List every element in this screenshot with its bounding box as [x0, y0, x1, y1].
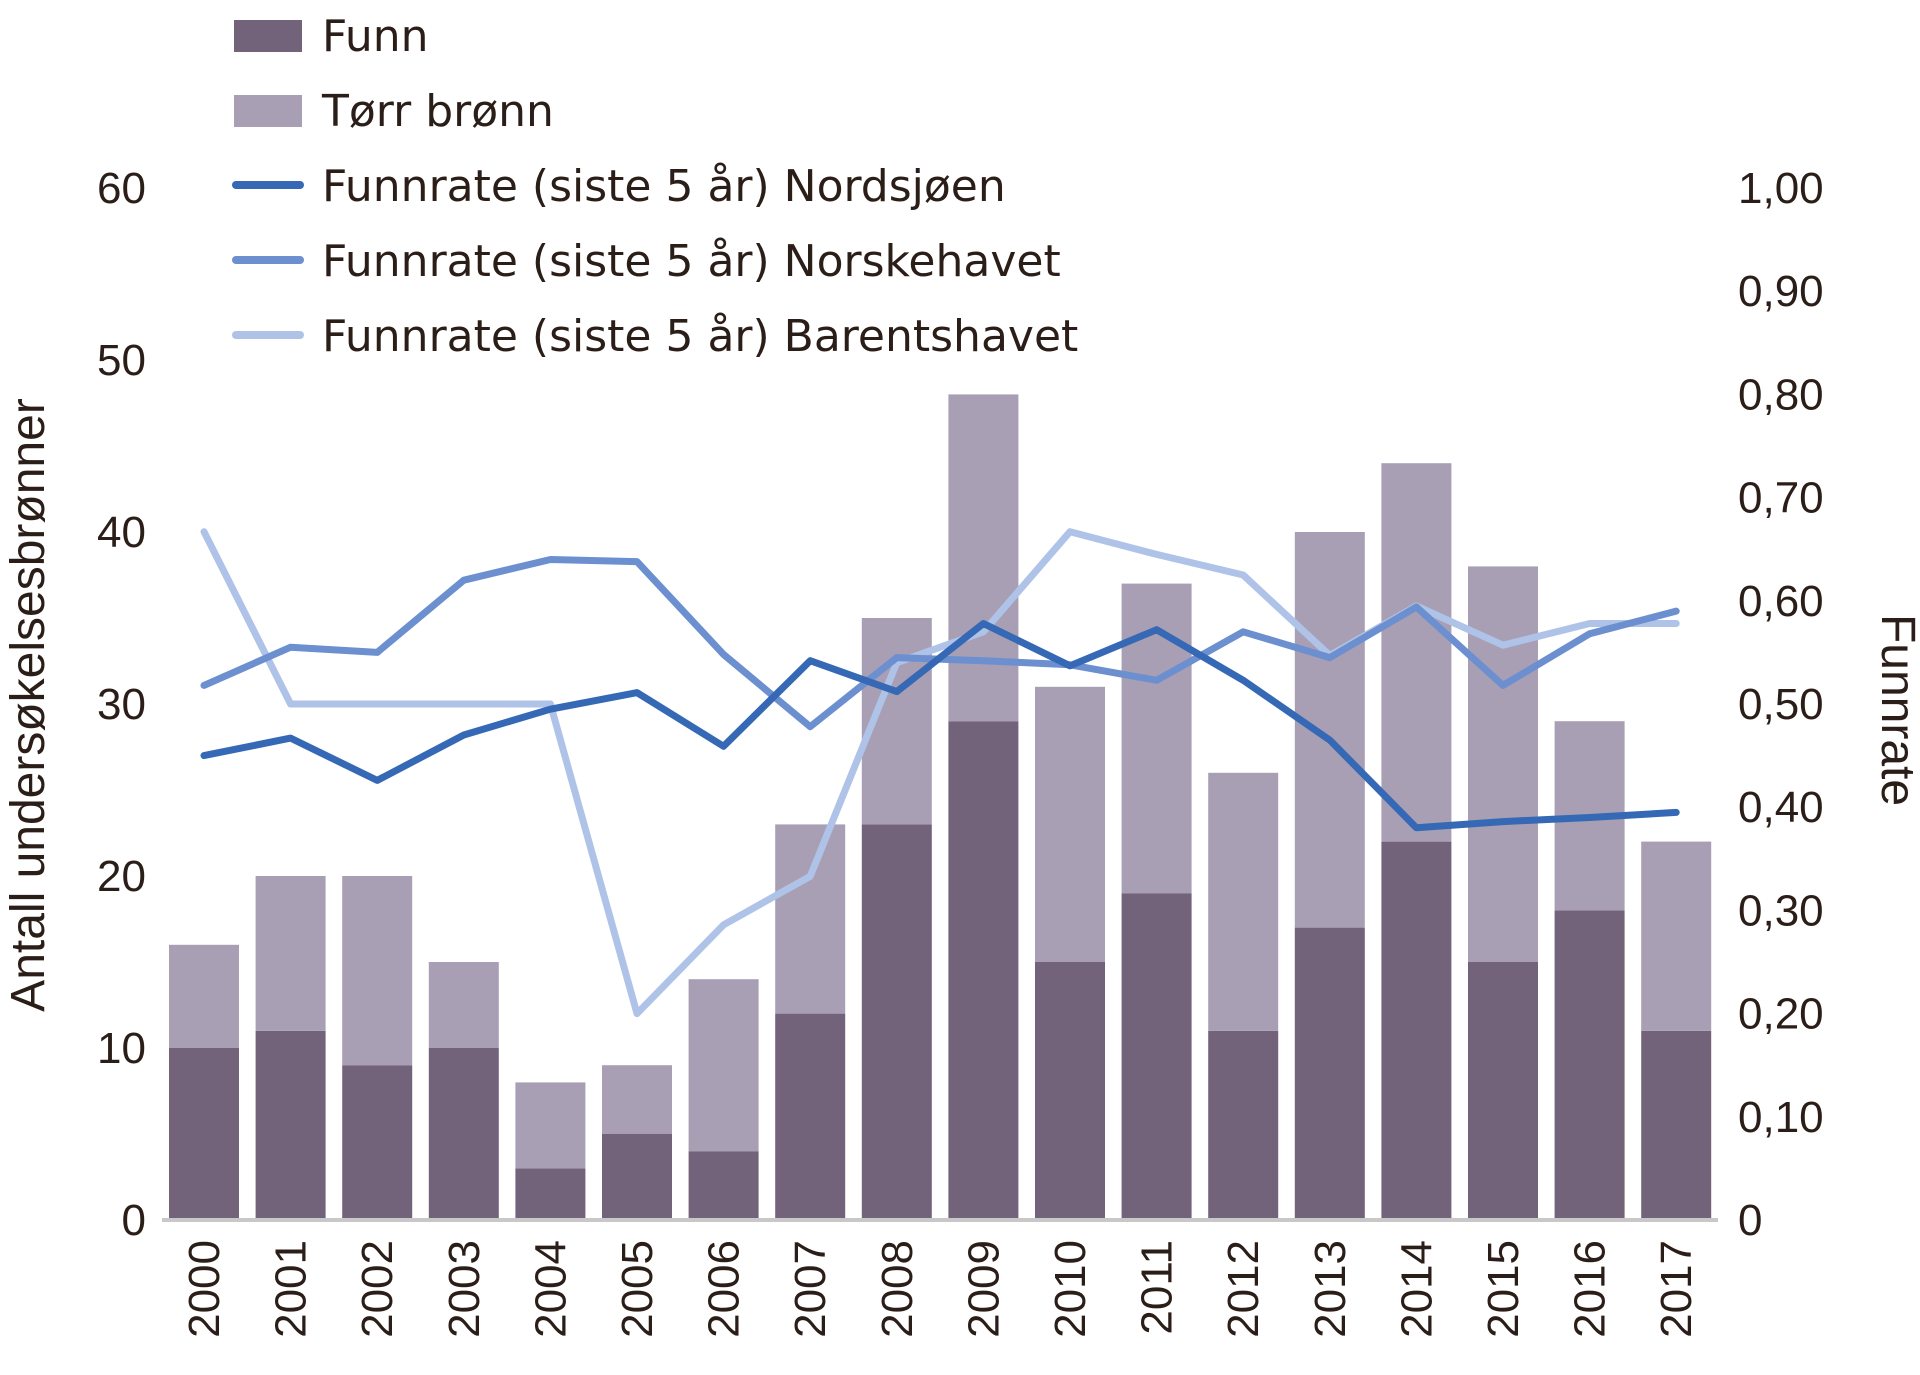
bar-funn-2014 [1381, 841, 1452, 1220]
right-tick-label: 1,00 [1738, 164, 1824, 213]
bar-funn-2000 [169, 1048, 239, 1220]
bar-torr-bronn-2005 [602, 1065, 672, 1134]
bar-torr-bronn-2006 [688, 979, 759, 1152]
right-tick-label: 0,70 [1738, 474, 1824, 523]
right-axis-title: Funnrate [1871, 614, 1920, 806]
bar-funn-2005 [602, 1134, 672, 1220]
x-tick-label: 2016 [1566, 1240, 1615, 1338]
legend-label-torr-bronn: Tørr brønn [321, 86, 554, 137]
x-tick-label: 2015 [1479, 1240, 1528, 1338]
x-tick-label: 2011 [1133, 1240, 1182, 1335]
bar-torr-bronn-2009 [948, 394, 1019, 722]
bar-funn-2016 [1554, 910, 1625, 1220]
x-tick-label: 2001 [267, 1240, 316, 1338]
left-tick-label: 50 [97, 336, 146, 385]
right-tick-label: 0,40 [1738, 783, 1824, 832]
bar-torr-bronn-2000 [169, 944, 239, 1048]
bar-funn-2006 [688, 1151, 759, 1220]
bar-funn-2011 [1121, 893, 1192, 1220]
bar-torr-bronn-2011 [1121, 583, 1192, 894]
bar-funn-2013 [1294, 927, 1365, 1220]
left-tick-label: 30 [97, 680, 146, 729]
x-tick-label: 2012 [1219, 1240, 1268, 1338]
left-tick-label: 60 [97, 164, 146, 213]
right-tick-label: 0,20 [1738, 990, 1824, 1039]
bar-torr-bronn-2012 [1208, 772, 1279, 1031]
bar-torr-bronn-2010 [1035, 686, 1105, 962]
right-tick-label: 0,30 [1738, 886, 1824, 935]
x-tick-label: 2010 [1046, 1240, 1095, 1338]
right-tick-label: 0,90 [1738, 267, 1824, 316]
line-barentshavet [200, 528, 1680, 1018]
right-tick-label: 0,80 [1738, 370, 1824, 419]
legend-label-norskehavet: Funnrate (siste 5 år) Norskehavet [322, 236, 1061, 287]
x-tick-label: 2007 [786, 1240, 835, 1338]
x-tick-label: 2002 [353, 1240, 402, 1338]
bar-funn-2001 [255, 1030, 326, 1220]
x-tick-label: 2005 [613, 1240, 662, 1338]
legend-label-barentshavet: Funnrate (siste 5 år) Barentshavet [322, 311, 1078, 362]
x-tick-label: 2013 [1306, 1240, 1355, 1338]
legend-label-funn: Funn [322, 11, 429, 62]
bar-torr-bronn-2014 [1381, 463, 1452, 842]
bar-funn-2009 [948, 721, 1019, 1220]
bar-torr-bronn-2002 [342, 876, 413, 1066]
right-axis-ticks: 0 0,10 0,20 0,30 0,40 0,50 0,60 0,70 0,80 0,90 1,0… [1738, 164, 1824, 1245]
bar-funn-2017 [1641, 1030, 1712, 1220]
left-tick-label: 40 [97, 508, 146, 557]
right-tick-label: 0,50 [1738, 680, 1824, 729]
bar-funn-2010 [1035, 962, 1105, 1220]
bar-torr-bronn-2017 [1641, 841, 1712, 1031]
x-tick-label: 2009 [959, 1240, 1008, 1338]
right-tick-label: 0,60 [1738, 577, 1824, 626]
bar-torr-bronn-2003 [428, 962, 499, 1048]
left-tick-label: 10 [97, 1024, 146, 1073]
right-tick-label: 0 [1738, 1196, 1762, 1245]
bar-funn-2015 [1468, 962, 1538, 1220]
bar-torr-bronn-2001 [255, 876, 326, 1031]
bar-funn-2004 [515, 1168, 586, 1220]
bar-torr-bronn-2013 [1294, 532, 1365, 928]
bars-layer [169, 394, 1712, 1220]
line-nordsjoen [200, 620, 1680, 832]
x-axis-ticks: 2000 2001 2002 2003 2004 2005 2006 2007 2008 2009… [180, 1240, 1701, 1338]
bar-funn-2012 [1208, 1030, 1279, 1220]
lines-layer [200, 528, 1680, 1018]
left-axis-ticks: 0 10 20 30 40 50 60 [97, 164, 146, 1245]
left-tick-label: 20 [97, 852, 146, 901]
x-tick-label: 2004 [526, 1240, 575, 1338]
legend-swatch-torr-bronn [234, 95, 302, 127]
legend-label-nordsjoen: Funnrate (siste 5 år) Nordsjøen [322, 161, 1006, 212]
left-axis-title: Antall undersøkelsesbrønner [2, 398, 55, 1012]
x-tick-label: 2000 [180, 1240, 229, 1338]
bar-torr-bronn-2007 [775, 824, 846, 1014]
x-tick-label: 2017 [1652, 1240, 1701, 1338]
bar-funn-2003 [428, 1048, 499, 1220]
bar-torr-bronn-2004 [515, 1082, 586, 1169]
x-tick-label: 2014 [1392, 1240, 1441, 1338]
legend-swatch-funn [234, 20, 302, 52]
bar-funn-2007 [775, 1013, 846, 1220]
left-tick-label: 0 [122, 1196, 146, 1245]
bar-torr-bronn-2015 [1468, 566, 1538, 962]
bar-funn-2002 [342, 1065, 413, 1220]
x-tick-label: 2006 [700, 1240, 749, 1338]
x-tick-label: 2008 [873, 1240, 922, 1338]
bar-funn-2008 [861, 824, 932, 1220]
x-tick-label: 2003 [440, 1240, 489, 1338]
right-tick-label: 0,10 [1738, 1093, 1824, 1142]
legend: Funn Tørr brønn Funnrate (siste 5 år) Nord… [232, 11, 1078, 362]
